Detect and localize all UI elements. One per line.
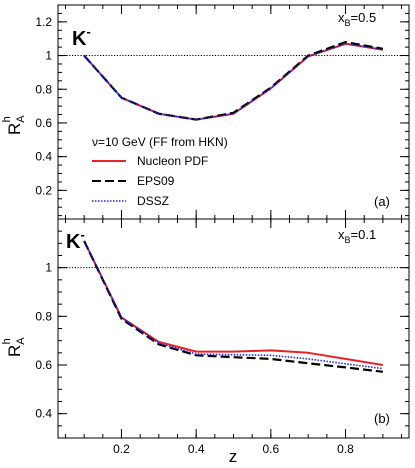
panel-b: 0.4 0.6 0.8 1 0.2 0.4 0.6 0.8 K- xB=0.1 (b) [35,218,410,456]
y-axis-title-top: RAh [1,115,27,135]
y-tick-label: 0.6 [35,358,52,372]
y-tick-label: 0.4 [35,150,52,164]
y-tick-label: 0.2 [35,183,52,197]
y-tick-label: 1 [45,261,52,275]
series-group [83,40,384,121]
x-tick-label: 0.4 [188,442,205,456]
condition-label: xB=0.1 [338,227,376,245]
particle-label: K- [72,24,91,50]
y-tick-label: 0.8 [35,309,52,323]
axis-ticks: 0.4 0.6 0.8 1 0.2 0.4 0.6 0.8 [35,218,409,456]
y-axis-title-bottom: RAh [1,337,27,357]
series-line-eps09 [83,40,384,121]
legend-label-dssz: DSSZ [137,194,169,208]
panel-tag: (b) [374,411,390,426]
series-line-dssz [83,42,384,121]
series-line-nucleon-pdf [83,240,384,366]
plot-frame [57,218,410,439]
panel-tag: (a) [374,194,390,209]
x-axis-title: z [229,447,238,466]
x-tick-label: 0.8 [337,442,354,456]
x-tick-label: 0.6 [262,442,279,456]
legend-header: ν=10 GeV (FF from HKN) [92,135,228,149]
legend-label-eps09: EPS09 [137,174,175,188]
series-line-dssz [83,240,384,370]
x-tick-label: 0.2 [113,442,130,456]
series-group [83,240,384,373]
legend: ν=10 GeV (FF from HKN) Nucleon PDF EPS09… [92,135,228,208]
panel-a: 0.2 0.4 0.6 0.8 1 1.2 K- xB=0.5 (a) ν=10 GeV … [35,4,410,220]
y-tick-label: 0.8 [35,82,52,96]
y-tick-label: 0.4 [35,407,52,421]
axis-ticks: 0.2 0.4 0.6 0.8 1 1.2 [35,4,409,219]
y-tick-label: 0.6 [35,116,52,130]
y-tick-label: 1.2 [35,15,52,29]
series-line-eps09 [83,240,384,373]
condition-label: xB=0.5 [338,10,376,28]
y-tick-label: 1 [45,49,52,63]
legend-label-nucleon-pdf: Nucleon PDF [137,154,208,168]
particle-label: K- [66,227,85,253]
